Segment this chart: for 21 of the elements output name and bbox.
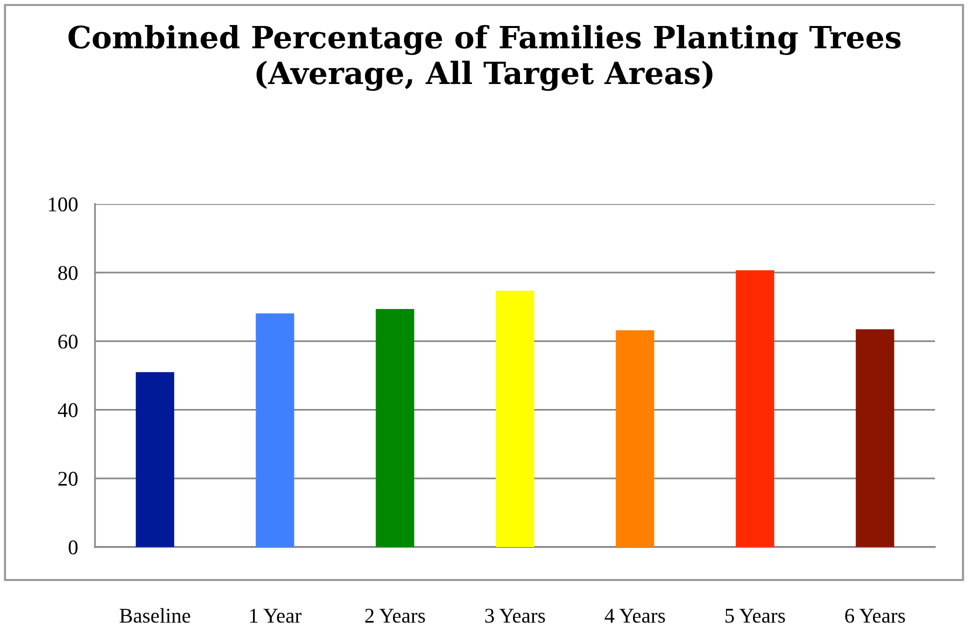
bar <box>136 372 174 547</box>
x-tick-label: 2 Years <box>365 608 425 623</box>
bar <box>736 270 774 547</box>
bar <box>376 308 414 547</box>
bar <box>496 290 534 547</box>
y-tick-label: 0 <box>68 540 78 554</box>
x-tick-label: 5 Years <box>726 608 785 623</box>
bar <box>256 313 294 547</box>
chart-title: Combined Percentage of Families Planting Trees (Average, All Target Areas) <box>68 25 901 91</box>
bar <box>856 329 894 547</box>
x-tick-label: 1 Year <box>250 608 302 623</box>
x-tick-label: 6 Years <box>845 608 905 623</box>
y-tick-label: 60 <box>58 334 78 349</box>
y-tick-label: 40 <box>58 403 78 418</box>
bar <box>616 330 654 547</box>
y-tick-label: 80 <box>58 266 78 280</box>
y-tick-label: 100 <box>48 197 78 212</box>
y-tick-label: 20 <box>58 472 78 486</box>
x-tick-label: Baseline <box>120 608 190 623</box>
x-tick-label: 4 Years <box>604 608 665 623</box>
x-tick-label: 3 Years <box>485 608 545 623</box>
